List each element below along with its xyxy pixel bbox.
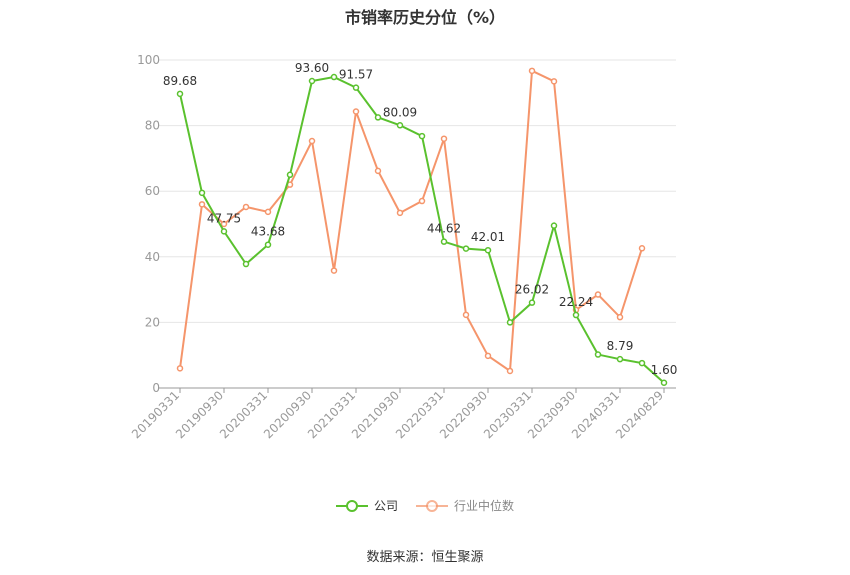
series-point bbox=[484, 352, 492, 360]
grid-lines bbox=[158, 59, 676, 323]
series-point bbox=[286, 171, 294, 179]
data-label: 44.62 bbox=[427, 222, 461, 236]
legend-marker-industry bbox=[416, 499, 448, 512]
legend-label-company: 公司 bbox=[373, 499, 398, 513]
series-point bbox=[484, 246, 492, 254]
series-point bbox=[418, 197, 426, 205]
series-point bbox=[264, 208, 272, 216]
series-point bbox=[528, 299, 536, 306]
y-tick-label: 40 bbox=[145, 250, 160, 264]
series-point bbox=[506, 367, 514, 375]
x-tick-label: 20240829 bbox=[613, 388, 666, 441]
series-point bbox=[616, 355, 624, 363]
y-tick-label: 60 bbox=[145, 184, 160, 198]
series-point bbox=[308, 77, 316, 85]
data-label: 80.09 bbox=[383, 105, 417, 119]
series-point bbox=[594, 351, 602, 358]
series-point bbox=[308, 137, 316, 145]
series-point bbox=[396, 122, 404, 129]
data-label: 26.02 bbox=[515, 283, 549, 297]
data-label: 93.60 bbox=[295, 61, 329, 75]
series-point bbox=[352, 84, 360, 91]
series-point bbox=[660, 379, 668, 387]
series-point bbox=[594, 291, 602, 298]
y-tick-label: 80 bbox=[145, 119, 160, 133]
series-point bbox=[440, 238, 448, 245]
series-point bbox=[396, 209, 404, 217]
x-axis-ticks: 2019033120190930202003312020093020210331… bbox=[129, 388, 666, 441]
chart-title: 市销率历史分位（%） bbox=[344, 8, 506, 27]
legend-item-industry[interactable]: 行业中位数 bbox=[416, 497, 514, 514]
series-point bbox=[616, 313, 624, 321]
series-point bbox=[462, 245, 470, 252]
y-axis-ticks: 0 20 40 60 80 100 bbox=[137, 53, 160, 395]
legend-label-industry: 行业中位数 bbox=[454, 499, 515, 513]
series-group bbox=[176, 67, 668, 387]
data-label: 91.57 bbox=[339, 68, 373, 82]
series-point bbox=[264, 241, 272, 248]
series-point bbox=[550, 78, 558, 85]
y-tick-label: 100 bbox=[137, 53, 160, 67]
data-label: 8.79 bbox=[607, 339, 634, 353]
data-label: 42.01 bbox=[471, 230, 505, 244]
series-point bbox=[550, 222, 558, 229]
series-point bbox=[528, 67, 536, 75]
series-point bbox=[440, 135, 448, 142]
series-point bbox=[374, 167, 382, 175]
series-point bbox=[220, 228, 228, 235]
series-point bbox=[638, 359, 646, 367]
series-point bbox=[506, 319, 514, 326]
series-point bbox=[242, 260, 250, 268]
y-tick-label: 0 bbox=[152, 381, 160, 395]
series-point bbox=[352, 108, 360, 115]
series-line bbox=[179, 69, 643, 373]
series-point bbox=[462, 311, 470, 319]
series-point bbox=[330, 73, 338, 81]
series-point bbox=[198, 201, 206, 208]
series-point bbox=[176, 365, 184, 372]
series-point bbox=[176, 90, 184, 98]
series-point bbox=[220, 220, 228, 228]
series-point bbox=[374, 114, 382, 121]
data-label: 1.60 bbox=[651, 363, 678, 377]
legend-item-company[interactable]: 公司 bbox=[335, 497, 398, 514]
data-label: 22.24 bbox=[559, 295, 593, 309]
y-tick-label: 20 bbox=[145, 315, 160, 329]
legend: 公司 行业中位数 bbox=[0, 497, 850, 514]
data-label: 43.68 bbox=[251, 225, 285, 239]
data-label: 89.68 bbox=[163, 74, 197, 88]
series-point bbox=[572, 311, 580, 319]
series-point bbox=[242, 203, 250, 211]
series-point bbox=[638, 245, 646, 252]
legend-marker-company bbox=[335, 499, 368, 512]
series-point bbox=[418, 132, 426, 140]
series-point bbox=[330, 267, 338, 274]
data-label: 47.75 bbox=[207, 211, 241, 225]
data-labels: 89.68 47.75 43.68 93.60 91.57 80.09 44.62 42.01… bbox=[163, 61, 678, 377]
data-source: 数据来源：恒生聚源 bbox=[366, 550, 484, 565]
series-point bbox=[198, 189, 206, 197]
